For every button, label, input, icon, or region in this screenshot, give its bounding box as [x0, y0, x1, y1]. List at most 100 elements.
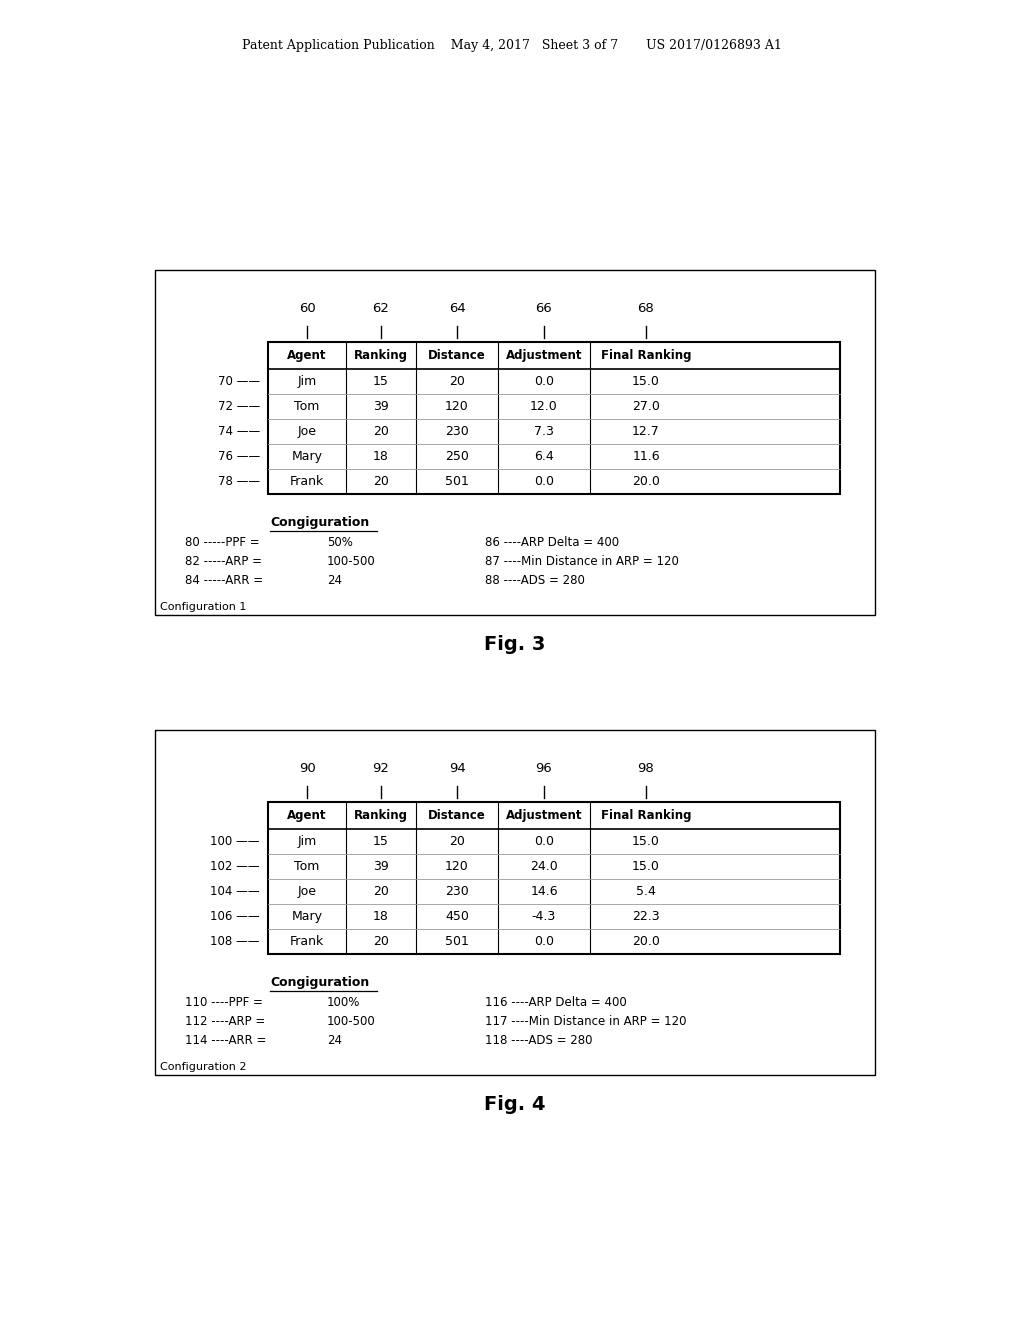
Text: 20.0: 20.0: [632, 475, 659, 488]
Text: 92: 92: [373, 762, 389, 775]
Text: 27.0: 27.0: [632, 400, 659, 413]
Text: Mary: Mary: [292, 909, 323, 923]
Text: 110 ----PPF =: 110 ----PPF =: [185, 997, 263, 1008]
Text: 24.0: 24.0: [530, 861, 558, 873]
Text: 62: 62: [373, 301, 389, 314]
Text: 5.4: 5.4: [636, 884, 656, 898]
Text: 20.0: 20.0: [632, 935, 659, 948]
Text: 78 ——: 78 ——: [218, 475, 260, 488]
Text: 39: 39: [373, 861, 389, 873]
Text: 230: 230: [445, 425, 469, 438]
Text: Joe: Joe: [298, 884, 316, 898]
Text: 88 ----ADS = 280: 88 ----ADS = 280: [485, 574, 585, 587]
Text: 20: 20: [373, 884, 389, 898]
Text: 20: 20: [373, 425, 389, 438]
Text: 74 ——: 74 ——: [218, 425, 260, 438]
Text: Configuration 2: Configuration 2: [160, 1063, 247, 1072]
Text: 15: 15: [373, 836, 389, 847]
Text: 20: 20: [450, 836, 465, 847]
Text: Frank: Frank: [290, 935, 325, 948]
Text: 22.3: 22.3: [632, 909, 659, 923]
Text: Final Ranking: Final Ranking: [601, 809, 691, 822]
Text: 15: 15: [373, 375, 389, 388]
Bar: [155, 730, 874, 1074]
Text: 12.7: 12.7: [632, 425, 659, 438]
Text: 76 ——: 76 ——: [218, 450, 260, 463]
Text: 80 -----PPF =: 80 -----PPF =: [185, 536, 260, 549]
Text: Adjustment: Adjustment: [506, 809, 583, 822]
Text: 7.3: 7.3: [535, 425, 554, 438]
Text: 118 ----ADS = 280: 118 ----ADS = 280: [485, 1034, 593, 1047]
Text: Congiguration: Congiguration: [270, 516, 370, 529]
Text: 84 -----ARR =: 84 -----ARR =: [185, 574, 263, 587]
Text: 0.0: 0.0: [534, 935, 554, 948]
Text: Congiguration: Congiguration: [270, 975, 370, 989]
Text: 24: 24: [327, 574, 342, 587]
Text: Frank: Frank: [290, 475, 325, 488]
Text: 66: 66: [536, 301, 552, 314]
Text: 87 ----Min Distance in ARP = 120: 87 ----Min Distance in ARP = 120: [485, 554, 679, 568]
Text: 250: 250: [445, 450, 469, 463]
Bar: [155, 271, 874, 615]
Text: 86 ----ARP Delta = 400: 86 ----ARP Delta = 400: [485, 536, 620, 549]
Text: 14.6: 14.6: [530, 884, 558, 898]
Text: 12.0: 12.0: [530, 400, 558, 413]
Text: 100-500: 100-500: [327, 554, 376, 568]
Text: Distance: Distance: [428, 809, 485, 822]
Text: Configuration 1: Configuration 1: [160, 602, 247, 612]
Text: 15.0: 15.0: [632, 861, 659, 873]
Text: 501: 501: [445, 475, 469, 488]
Text: Distance: Distance: [428, 348, 485, 362]
Text: Tom: Tom: [294, 400, 319, 413]
Text: 6.4: 6.4: [535, 450, 554, 463]
Text: 15.0: 15.0: [632, 836, 659, 847]
Text: Mary: Mary: [292, 450, 323, 463]
Text: 64: 64: [449, 301, 465, 314]
Text: 100 ——: 100 ——: [211, 836, 260, 847]
Text: 20: 20: [450, 375, 465, 388]
Bar: [268, 342, 840, 494]
Text: 102 ——: 102 ——: [210, 861, 260, 873]
Text: 104 ——: 104 ——: [210, 884, 260, 898]
Text: Joe: Joe: [298, 425, 316, 438]
Text: Jim: Jim: [297, 375, 316, 388]
Text: 11.6: 11.6: [632, 450, 659, 463]
Text: 90: 90: [299, 762, 315, 775]
Text: 20: 20: [373, 475, 389, 488]
Text: Ranking: Ranking: [354, 348, 408, 362]
Text: 108 ——: 108 ——: [211, 935, 260, 948]
Text: 20: 20: [373, 935, 389, 948]
Text: Ranking: Ranking: [354, 809, 408, 822]
Text: Fig. 4: Fig. 4: [484, 1096, 546, 1114]
Text: 100%: 100%: [327, 997, 360, 1008]
Text: Final Ranking: Final Ranking: [601, 348, 691, 362]
Text: Adjustment: Adjustment: [506, 348, 583, 362]
Text: 60: 60: [299, 301, 315, 314]
Text: Tom: Tom: [294, 861, 319, 873]
Text: 96: 96: [536, 762, 552, 775]
Text: 68: 68: [638, 301, 654, 314]
Text: Jim: Jim: [297, 836, 316, 847]
Text: 94: 94: [449, 762, 465, 775]
Text: 501: 501: [445, 935, 469, 948]
Text: 18: 18: [373, 909, 389, 923]
Text: 70 ——: 70 ——: [218, 375, 260, 388]
Text: 24: 24: [327, 1034, 342, 1047]
Text: Agent: Agent: [288, 809, 327, 822]
Text: -4.3: -4.3: [531, 909, 556, 923]
Text: 50%: 50%: [327, 536, 353, 549]
Text: 0.0: 0.0: [534, 836, 554, 847]
Text: 82 -----ARP =: 82 -----ARP =: [185, 554, 262, 568]
Text: Fig. 3: Fig. 3: [484, 635, 546, 655]
Text: 116 ----ARP Delta = 400: 116 ----ARP Delta = 400: [485, 997, 627, 1008]
Text: 100-500: 100-500: [327, 1015, 376, 1028]
Text: 39: 39: [373, 400, 389, 413]
Text: 15.0: 15.0: [632, 375, 659, 388]
Text: 106 ——: 106 ——: [210, 909, 260, 923]
Text: 114 ----ARR =: 114 ----ARR =: [185, 1034, 266, 1047]
Text: Agent: Agent: [288, 348, 327, 362]
Text: 0.0: 0.0: [534, 475, 554, 488]
Text: 98: 98: [638, 762, 654, 775]
Text: 120: 120: [445, 861, 469, 873]
Text: 230: 230: [445, 884, 469, 898]
